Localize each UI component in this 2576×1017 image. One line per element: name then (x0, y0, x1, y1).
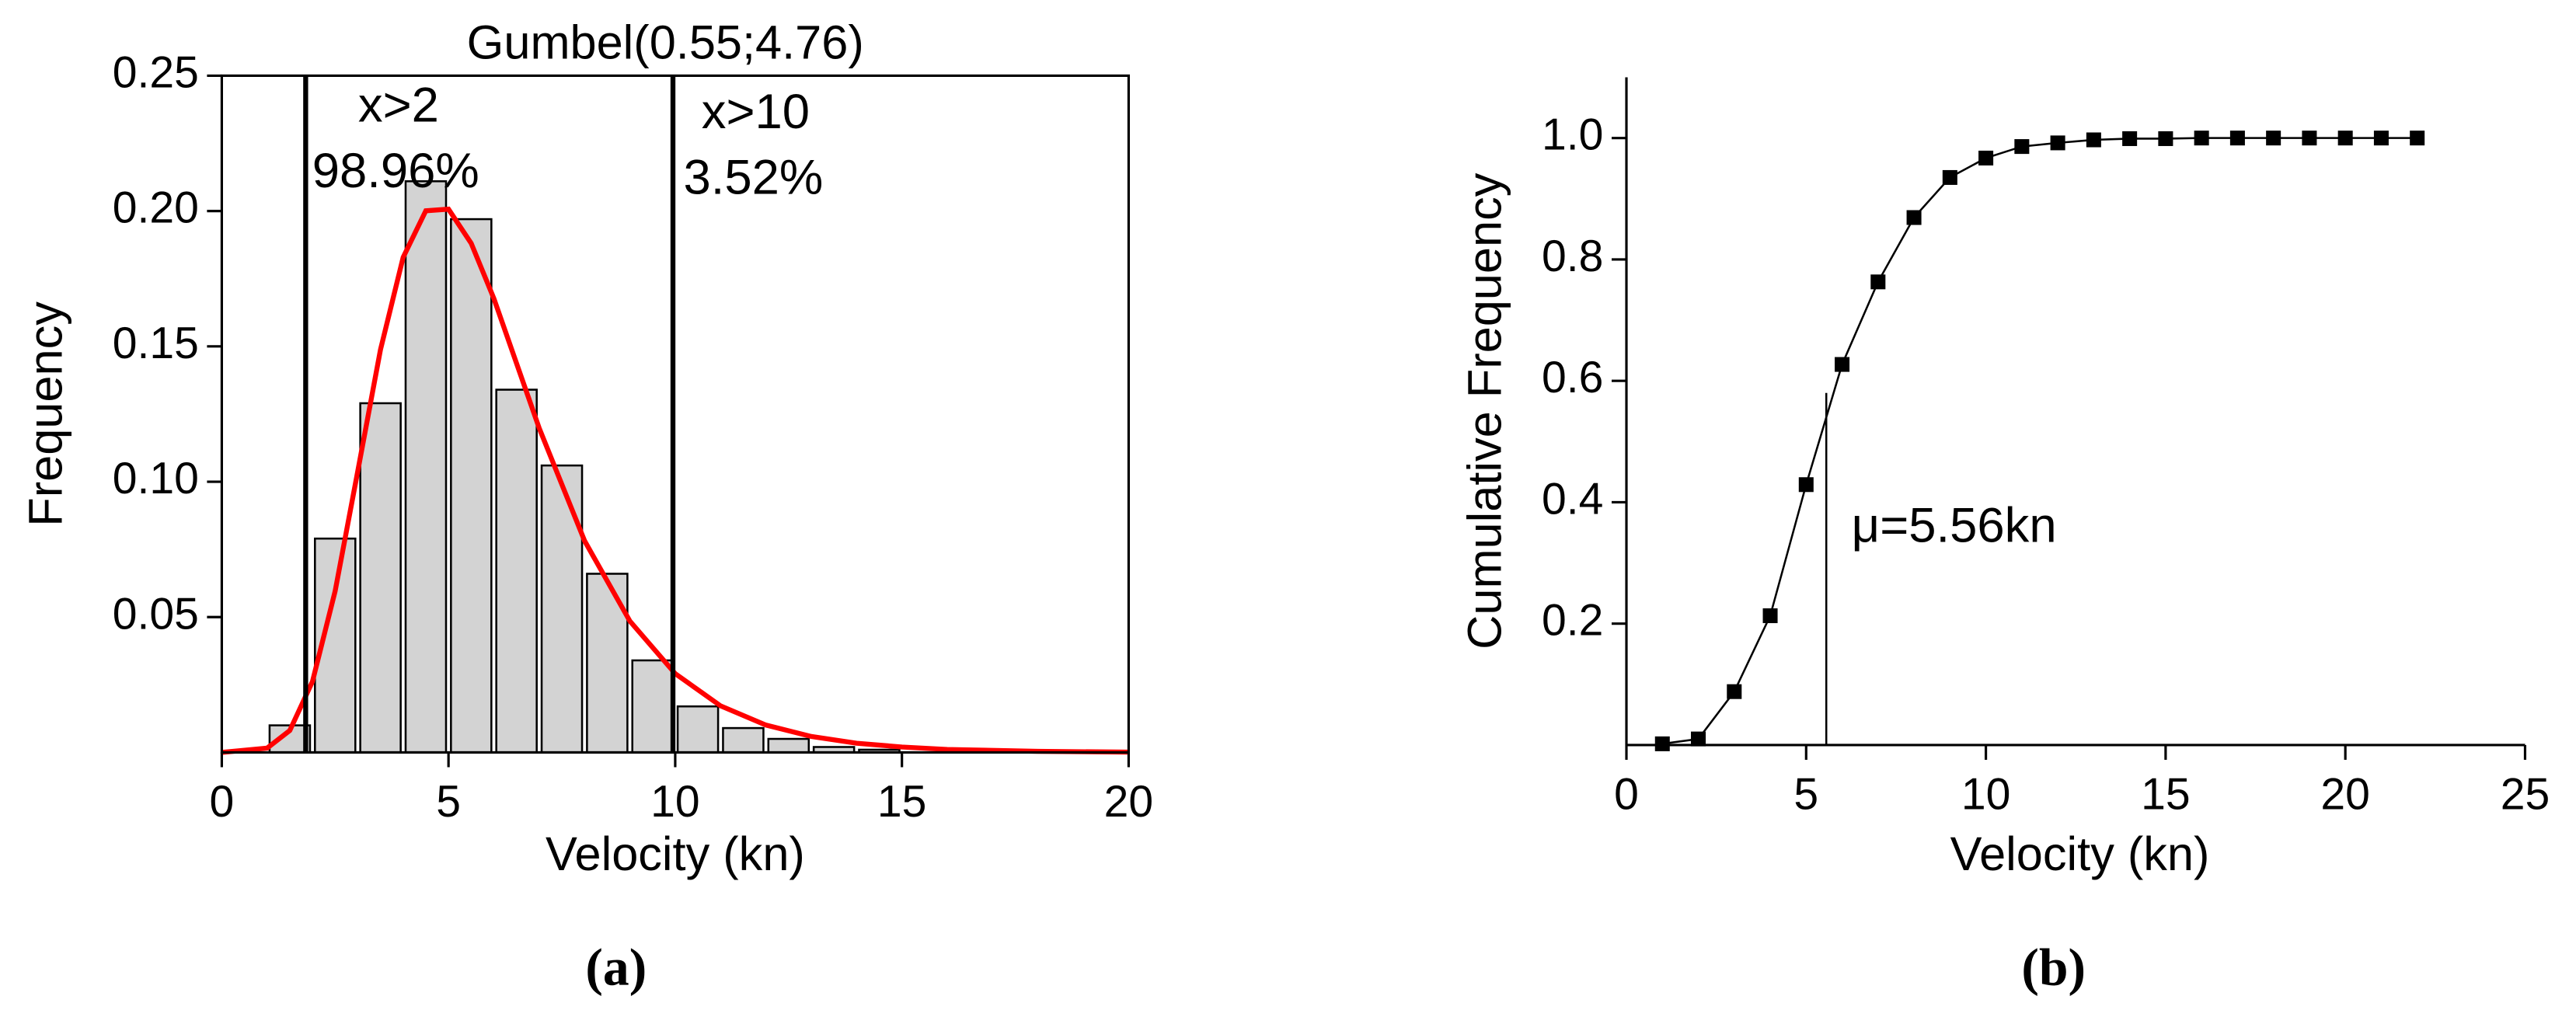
marker (2050, 135, 2065, 151)
marker (2014, 139, 2030, 155)
y-tick-label: 1.0 (1542, 110, 1603, 160)
bar (586, 573, 629, 754)
marker (1978, 150, 1994, 165)
x-tick-label: 20 (1104, 777, 1154, 827)
marker (2302, 131, 2317, 146)
y-tick-label: 0.25 (113, 47, 199, 97)
x-axis-label: Velocity (kn) (1950, 827, 2210, 880)
x-tick-label: 10 (1961, 770, 2011, 820)
marker (1691, 731, 1706, 747)
y-tick-label: 0.05 (113, 589, 199, 639)
y-tick-label: 0.6 (1542, 353, 1603, 402)
x-tick-label: 5 (1793, 770, 1818, 820)
y-tick-label: 0.10 (113, 454, 199, 503)
marker (1762, 608, 1778, 624)
marker (2266, 131, 2281, 146)
bar (676, 705, 720, 754)
annotation: x>2 (358, 78, 439, 132)
y-axis-label: Cumulative Frequency (1458, 172, 1511, 650)
marker (2410, 131, 2425, 146)
fit-curve (221, 206, 1129, 755)
annotation: 3.52% (683, 150, 823, 204)
x-tick-label: 15 (877, 777, 927, 827)
x-tick-label: 5 (436, 777, 461, 827)
y-axis-label: Frequency (19, 301, 72, 527)
x-axis-label: Velocity (kn) (546, 827, 805, 880)
caption: (b) (2021, 938, 2086, 996)
marker (1798, 477, 1814, 493)
y-tick-label: 0.2 (1542, 596, 1603, 646)
annotation: x>10 (702, 85, 810, 139)
bar (359, 402, 402, 754)
y-tick-label: 0.15 (113, 319, 199, 368)
bar (450, 218, 493, 754)
marker (1942, 169, 1957, 185)
marker (2194, 131, 2209, 146)
marker (1870, 274, 1886, 290)
marker (2229, 131, 2245, 146)
bar (767, 737, 810, 754)
y-tick-label: 0.4 (1542, 475, 1603, 524)
x-tick-label: 10 (650, 777, 700, 827)
annotation: 98.96% (312, 144, 479, 198)
marker (2158, 131, 2173, 146)
x-tick-label: 15 (2141, 770, 2191, 820)
caption: (a) (585, 938, 647, 996)
annotation: μ=5.56kn (1852, 499, 2057, 553)
marker (2373, 131, 2389, 146)
y-tick-label: 0.8 (1542, 232, 1603, 281)
bar (404, 180, 448, 754)
marker (2337, 131, 2353, 146)
x-tick-label: 20 (2320, 770, 2370, 820)
x-tick-label: 25 (2501, 770, 2550, 820)
marker (2122, 131, 2138, 146)
bar (495, 388, 538, 754)
x-tick-label: 0 (1614, 770, 1639, 820)
marker (1727, 684, 1742, 699)
line (1662, 137, 2417, 745)
bar (540, 464, 584, 754)
marker (1906, 210, 1922, 225)
y-tick-label: 0.20 (113, 183, 199, 233)
x-tick-label: 0 (210, 777, 235, 827)
chart-title: Gumbel(0.55;4.76) (467, 16, 864, 69)
marker (1835, 357, 1850, 372)
bar (722, 726, 765, 754)
marker (2086, 132, 2101, 148)
bar (631, 659, 675, 754)
